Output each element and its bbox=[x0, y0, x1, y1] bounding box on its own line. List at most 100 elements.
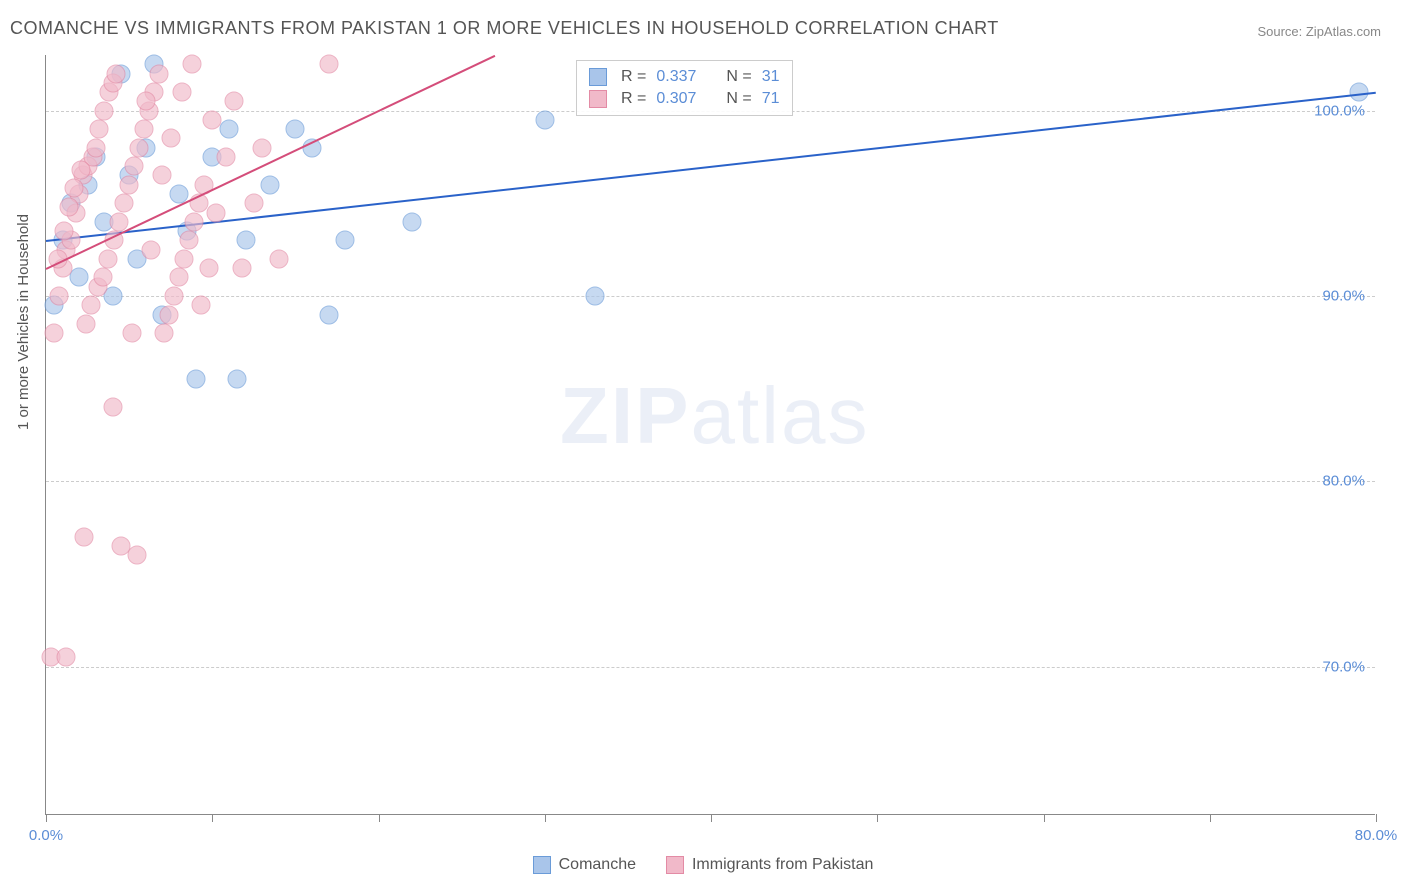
n-label: N = bbox=[726, 90, 751, 108]
x-tick bbox=[545, 814, 546, 822]
x-tick bbox=[212, 814, 213, 822]
data-point bbox=[179, 231, 198, 250]
data-point bbox=[81, 296, 100, 315]
x-tick bbox=[1210, 814, 1211, 822]
data-point bbox=[233, 259, 252, 278]
data-point bbox=[184, 212, 203, 231]
gridline bbox=[46, 296, 1375, 297]
data-point bbox=[115, 194, 134, 213]
x-tick bbox=[46, 814, 47, 822]
x-tick bbox=[877, 814, 878, 822]
data-point bbox=[76, 314, 95, 333]
gridline bbox=[46, 481, 1375, 482]
legend-label: Immigrants from Pakistan bbox=[692, 856, 873, 874]
data-point bbox=[165, 286, 184, 305]
n-value: 31 bbox=[762, 68, 780, 86]
r-label: R = bbox=[621, 90, 646, 108]
data-point bbox=[535, 110, 554, 129]
data-point bbox=[98, 249, 117, 268]
data-point bbox=[95, 101, 114, 120]
y-tick-label: 80.0% bbox=[1322, 473, 1365, 490]
data-point bbox=[125, 157, 144, 176]
data-point bbox=[136, 92, 155, 111]
chart-title: COMANCHE VS IMMIGRANTS FROM PAKISTAN 1 O… bbox=[10, 18, 999, 39]
data-point bbox=[236, 231, 255, 250]
x-tick-label: 80.0% bbox=[1355, 827, 1398, 844]
x-tick bbox=[1376, 814, 1377, 822]
data-point bbox=[128, 546, 147, 565]
data-point bbox=[173, 83, 192, 102]
data-point bbox=[269, 249, 288, 268]
data-point bbox=[170, 268, 189, 287]
data-point bbox=[45, 324, 64, 343]
y-tick-label: 100.0% bbox=[1314, 102, 1365, 119]
data-point bbox=[123, 324, 142, 343]
n-label: N = bbox=[726, 68, 751, 86]
y-axis-title: 1 or more Vehicles in Household bbox=[15, 214, 32, 430]
data-point bbox=[216, 147, 235, 166]
data-point bbox=[319, 305, 338, 324]
y-tick-label: 90.0% bbox=[1322, 287, 1365, 304]
data-point bbox=[106, 64, 125, 83]
data-point bbox=[402, 212, 421, 231]
data-point bbox=[199, 259, 218, 278]
data-point bbox=[75, 527, 94, 546]
x-tick bbox=[379, 814, 380, 822]
stats-row: R = 0.307 N = 71 bbox=[589, 88, 780, 110]
data-point bbox=[161, 129, 180, 148]
data-point bbox=[56, 648, 75, 667]
data-point bbox=[135, 120, 154, 139]
data-point bbox=[153, 166, 172, 185]
data-point bbox=[174, 249, 193, 268]
data-point bbox=[585, 286, 604, 305]
data-point bbox=[55, 222, 74, 241]
data-point bbox=[336, 231, 355, 250]
data-point bbox=[261, 175, 280, 194]
x-tick bbox=[711, 814, 712, 822]
data-point bbox=[86, 138, 105, 157]
data-point bbox=[244, 194, 263, 213]
data-point bbox=[191, 296, 210, 315]
data-point bbox=[71, 160, 90, 179]
r-value: 0.337 bbox=[656, 68, 696, 86]
r-label: R = bbox=[621, 68, 646, 86]
swatch-icon bbox=[589, 90, 607, 108]
data-point bbox=[160, 305, 179, 324]
swatch-icon bbox=[589, 68, 607, 86]
data-point bbox=[150, 64, 169, 83]
data-point bbox=[253, 138, 272, 157]
data-point bbox=[186, 370, 205, 389]
data-point bbox=[65, 179, 84, 198]
x-tick-label: 0.0% bbox=[29, 827, 63, 844]
scatter-chart: 70.0%80.0%90.0%100.0%0.0%80.0%R =0.337N … bbox=[45, 55, 1375, 815]
legend: Comanche Immigrants from Pakistan bbox=[0, 856, 1406, 874]
data-point bbox=[93, 268, 112, 287]
data-point bbox=[90, 120, 109, 139]
legend-item: Comanche bbox=[533, 856, 636, 874]
stats-row: R = 0.337 N = 31 bbox=[589, 66, 780, 88]
legend-label: Comanche bbox=[559, 856, 636, 874]
data-point bbox=[206, 203, 225, 222]
swatch-icon bbox=[533, 856, 551, 874]
data-point bbox=[155, 324, 174, 343]
source-attribution: Source: ZipAtlas.com bbox=[1257, 24, 1381, 39]
n-value: 71 bbox=[762, 90, 780, 108]
data-point bbox=[286, 120, 305, 139]
y-tick-label: 70.0% bbox=[1322, 658, 1365, 675]
data-point bbox=[70, 268, 89, 287]
data-point bbox=[50, 286, 69, 305]
data-point bbox=[120, 175, 139, 194]
data-point bbox=[130, 138, 149, 157]
data-point bbox=[203, 110, 222, 129]
r-value: 0.307 bbox=[656, 90, 696, 108]
gridline bbox=[46, 667, 1375, 668]
data-point bbox=[141, 240, 160, 259]
x-tick bbox=[1044, 814, 1045, 822]
data-point bbox=[224, 92, 243, 111]
data-point bbox=[110, 212, 129, 231]
stats-box: R = 0.337 N = 31 R = 0.307 N = 71 bbox=[576, 60, 793, 116]
swatch-icon bbox=[666, 856, 684, 874]
data-point bbox=[60, 198, 79, 217]
data-point bbox=[219, 120, 238, 139]
data-point bbox=[103, 398, 122, 417]
